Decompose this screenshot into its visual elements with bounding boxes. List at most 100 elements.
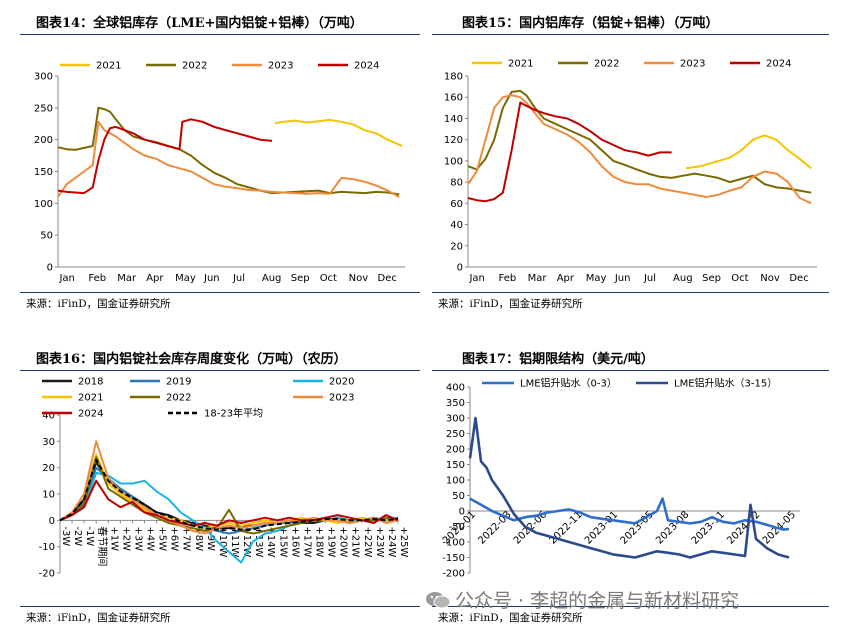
- chart15-source-rule: [432, 292, 829, 293]
- c16-x-tick-label: +5W: [157, 526, 168, 551]
- chart16-title: 图表16：国内铝锭社会库存周度变化（万吨）（农历）: [36, 352, 347, 367]
- c16-y-tick-label: 10: [42, 490, 55, 501]
- c15-series-2021-line: [685, 134, 812, 170]
- c16-legend-label-2022: 2022: [166, 393, 191, 404]
- c16-legend-label-2019: 2019: [166, 377, 191, 388]
- c15-legend-label-2021: 2021: [508, 59, 533, 70]
- c16-y-tick-label: 40: [42, 411, 55, 422]
- chart16-source-rule: [20, 606, 420, 607]
- chart17-title: 图表17：铝期限结构（美元/吨）: [462, 352, 654, 367]
- c15-y-tick-label: 60: [450, 199, 463, 210]
- c17-legend-label-LME铝升贴水（3-15）: LME铝升贴水（3-15）: [674, 377, 777, 390]
- c14-y-tick-label: 150: [34, 167, 53, 178]
- c17-x-tick-label: 2022-03: [476, 509, 513, 546]
- c17-y-tick-label: 300: [446, 414, 465, 425]
- c17-series-LME铝升贴水（0-3）-line: [469, 497, 790, 531]
- c14-legend-label-2022: 2022: [182, 61, 207, 72]
- chart15-source: 来源：iFinD，国金证券研究所: [438, 298, 583, 310]
- c14-legend-label-2024: 2024: [354, 61, 379, 72]
- c16-x-tick-label: +12W: [241, 526, 252, 557]
- c17-legend-label-LME铝升贴水（0-3）: LME铝升贴水（0-3）: [520, 377, 617, 390]
- c16-x-tick-label: +15W: [277, 526, 288, 557]
- c17-y-tick-label: 350: [446, 398, 465, 409]
- chart14-title: 图表14：全球铝库存（LME+国内铝锭+铝棒）（万吨）: [36, 16, 363, 31]
- c15-x-tick-label: Jan: [468, 273, 484, 284]
- c14-x-tick-label: Apr: [146, 273, 164, 284]
- c16-x-tick-label: +10W: [217, 526, 228, 557]
- c15-x-tick-label: Aug: [673, 273, 693, 284]
- c15-y-tick-label: 160: [444, 93, 463, 104]
- c16-x-tick-label: -2W: [72, 526, 83, 546]
- c14-series-2021-line: [274, 118, 403, 147]
- c14-y-tick-label: 250: [34, 103, 53, 114]
- c16-legend-label-2020: 2020: [329, 377, 354, 388]
- c15-series-2023-line: [467, 94, 812, 205]
- chart16-source: 来源：iFinD，国金证券研究所: [26, 612, 171, 624]
- c15-x-tick-label: Mar: [528, 273, 548, 284]
- c16-legend-label-2023: 2023: [329, 393, 354, 404]
- c17-y-tick-label: 100: [446, 476, 465, 487]
- c16-x-tick-label: +16W: [289, 526, 300, 557]
- c16-x-tick-label: +18W: [314, 526, 325, 557]
- c17-y-tick-label: 200: [446, 445, 465, 456]
- c15-x-tick-label: Oct: [731, 273, 748, 284]
- c15-x-tick-label: Jun: [614, 273, 631, 284]
- c14-x-tick-label: Feb: [88, 273, 106, 284]
- c16-x-tick-label: +20W: [338, 526, 349, 557]
- c16-y-tick-label: 20: [42, 463, 55, 474]
- c16-x-tick-label: +1W: [108, 526, 119, 551]
- c16-series-2024-line: [59, 479, 399, 527]
- chart15-domestic-aluminum-inventory: 0 20 40 60 80 100 120 140 160 180 Jan Feb Mar Apr May J…: [444, 59, 817, 284]
- c16-x-tick-label: +4W: [145, 526, 156, 551]
- c15-legend-label-2023: 2023: [680, 59, 705, 70]
- c16-series-2018-line: [59, 461, 399, 530]
- c14-series-2024-line: [57, 118, 273, 195]
- watermark-text: 公众号 · 李超的金属与新材料研究: [455, 590, 740, 612]
- chart14-global-aluminum-inventory: 0 50 100 150 200 250 300 Jan Feb Mar Apr May Jun Jul A…: [34, 61, 405, 284]
- c15-y-tick-label: 20: [450, 241, 463, 252]
- c15-y-tick-label: 120: [444, 135, 463, 146]
- chart14-title-rule: [20, 34, 420, 35]
- c14-x-tick-label: Dec: [378, 273, 397, 284]
- watermark: 公众号 · 李超的金属与新材料研究: [425, 586, 739, 613]
- c16-legend-label-2021: 2021: [78, 393, 103, 404]
- c16-x-tick-label: 春节期间: [96, 526, 109, 566]
- c17-y-tick-label: -50: [449, 522, 465, 533]
- c15-x-tick-label: Apr: [557, 273, 575, 284]
- c16-x-tick-label: +7W: [181, 526, 192, 551]
- c17-y-tick-label: 400: [446, 383, 465, 394]
- chart15-title: 图表15：国内铝库存（铝锭+铝棒）（万吨）: [462, 16, 719, 31]
- chart17-source-rule: [432, 606, 829, 607]
- c16-x-tick-label: +2W: [120, 526, 131, 551]
- c15-x-tick-label: May: [586, 273, 607, 284]
- c14-x-tick-label: Aug: [262, 273, 282, 284]
- c16-x-tick-label: +14W: [265, 526, 276, 557]
- c17-y-tick-label: -150: [442, 553, 465, 564]
- c14-series-2022-line: [57, 106, 400, 196]
- c14-x-tick-label: May: [175, 273, 196, 284]
- c16-x-tick-label: +25W: [398, 526, 409, 557]
- c14-x-tick-label: Sep: [291, 273, 310, 284]
- c16-series-18-23年平均-line: [59, 458, 399, 531]
- c15-y-tick-label: 80: [450, 178, 463, 189]
- c16-x-tick-label: +9W: [205, 526, 216, 551]
- c16-x-tick-label: +11W: [229, 526, 240, 557]
- chart17-source: 来源：iFinD，国金证券研究所: [438, 612, 583, 624]
- c14-x-tick-label: Mar: [117, 273, 137, 284]
- c16-x-tick-label: +6W: [169, 526, 180, 551]
- c15-x-tick-label: Jul: [643, 273, 656, 284]
- c16-legend-label-2018: 2018: [78, 377, 103, 388]
- chart17-term-structure: -200 -150 -100 -50 0 50 100 150 200 250 300 350 400 2…: [441, 377, 800, 580]
- c14-y-tick-label: 50: [40, 231, 53, 242]
- c15-x-tick-label: Feb: [499, 273, 517, 284]
- c16-x-tick-label: +3W: [132, 526, 143, 551]
- c16-x-tick-label: -1W: [84, 526, 95, 546]
- c17-y-tick-label: 0: [459, 507, 465, 518]
- c17-y-tick-label: -200: [442, 569, 465, 580]
- chart16-weekly-inventory-change: -20 -10 0 10 20 30 40 -3W -2W -1W 春节期间 +1W +2W +3W +4W…: [39, 377, 409, 580]
- c17-y-tick-label: 250: [446, 429, 465, 440]
- c16-x-tick-label: +24W: [386, 526, 397, 557]
- c17-y-tick-label: -100: [442, 538, 465, 549]
- chart15-title-rule: [432, 34, 829, 35]
- c14-y-tick-label: 300: [34, 72, 53, 83]
